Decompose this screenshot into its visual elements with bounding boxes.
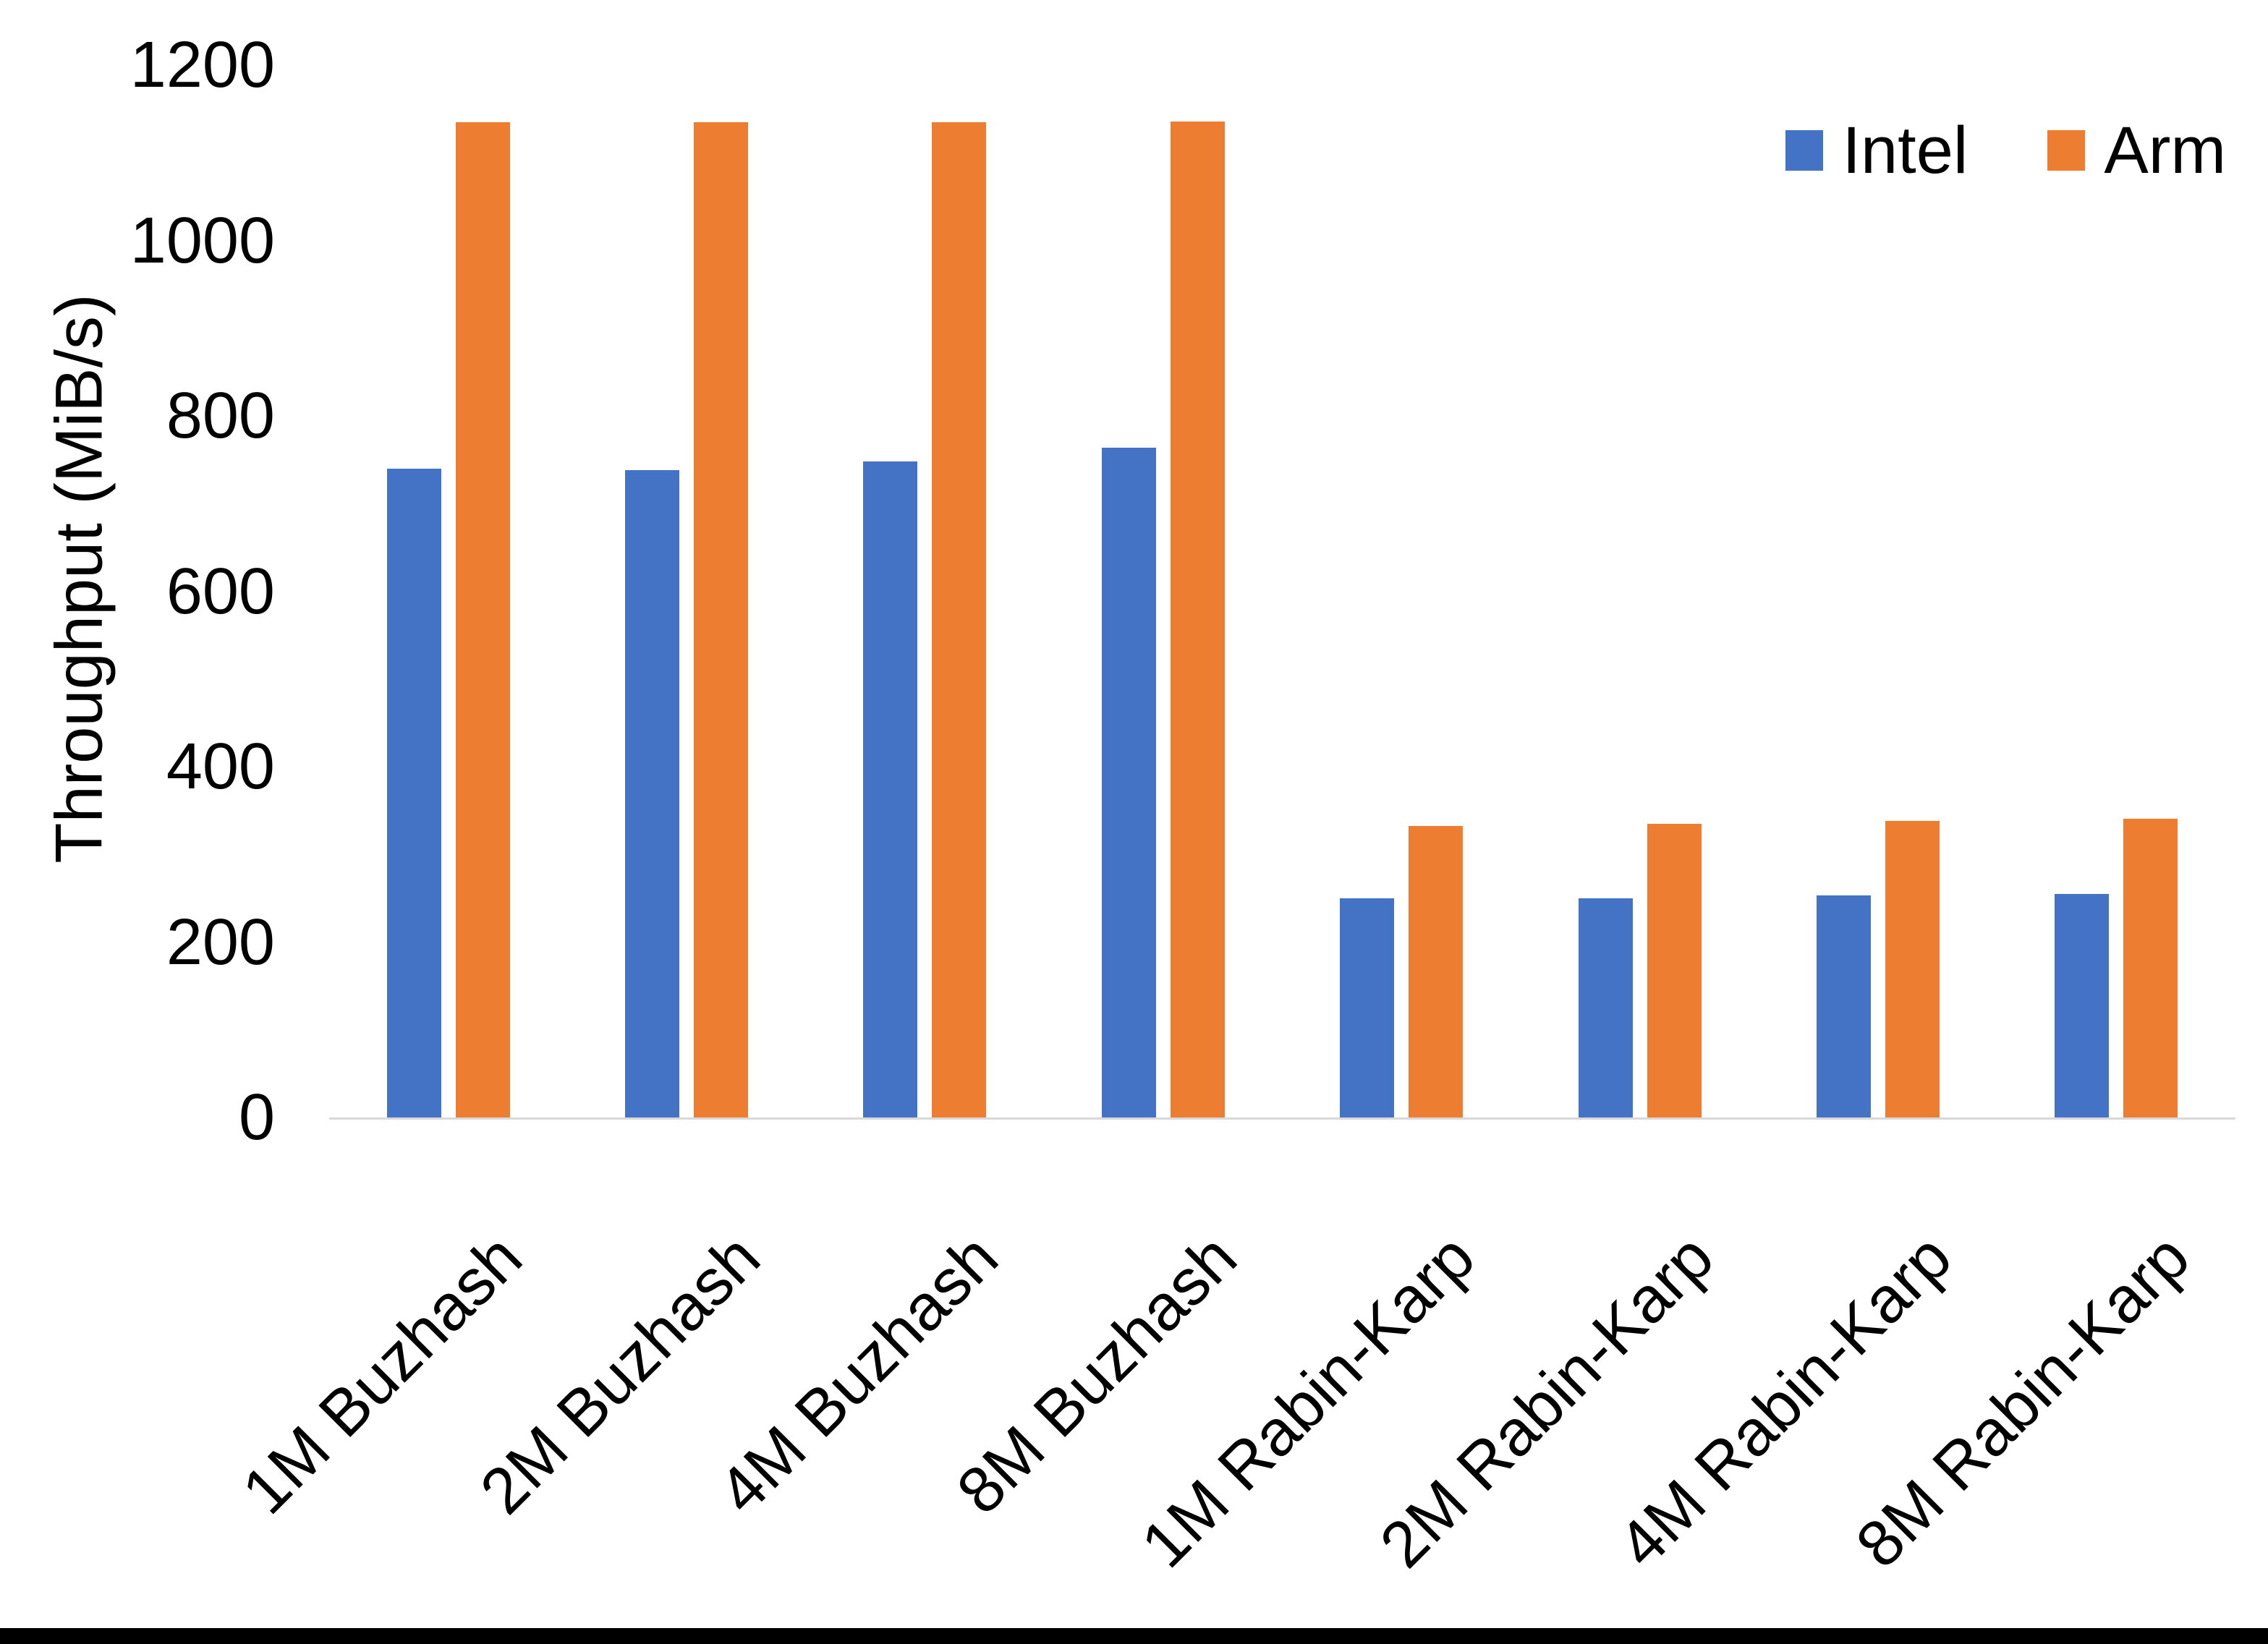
bar-arm-4m-buzhash	[932, 122, 987, 1117]
legend-label-intel: Intel	[1842, 114, 1968, 187]
legend: Intel Arm	[1785, 117, 2226, 184]
legend-swatch-intel	[1785, 130, 1824, 171]
bar-intel-1m-rabin-karp	[1340, 898, 1395, 1117]
y-tick-label: 400	[166, 731, 275, 803]
y-tick-label: 600	[166, 555, 275, 628]
bar-intel-4m-rabin-karp	[1816, 895, 1871, 1117]
bar-intel-4m-buzhash	[863, 461, 918, 1117]
x-axis-line	[329, 1117, 2235, 1120]
legend-swatch-arm	[2047, 130, 2086, 171]
bar-arm-1m-buzhash	[455, 122, 510, 1117]
bar-arm-4m-rabin-karp	[1885, 821, 1940, 1117]
y-tick-label: 1000	[129, 204, 275, 277]
bar-arm-2m-rabin-karp	[1647, 823, 1702, 1117]
bar-intel-8m-buzhash	[1101, 447, 1156, 1117]
y-tick-label: 1200	[129, 29, 275, 101]
bottom-border-bar	[0, 1628, 2268, 1644]
legend-item-intel: Intel	[1785, 117, 1968, 184]
bar-arm-2m-buzhash	[694, 122, 749, 1117]
bar-arm-8m-buzhash	[1170, 121, 1225, 1117]
bar-intel-1m-buzhash	[386, 468, 441, 1117]
bar-arm-8m-rabin-karp	[2123, 818, 2178, 1117]
y-tick-label: 200	[166, 906, 275, 979]
legend-item-arm: Arm	[2047, 117, 2226, 184]
legend-label-arm: Arm	[2104, 114, 2226, 187]
y-tick-label: 0	[238, 1081, 275, 1154]
bar-intel-8m-rabin-karp	[2055, 893, 2110, 1117]
bar-arm-1m-rabin-karp	[1409, 826, 1464, 1117]
bar-intel-2m-rabin-karp	[1578, 898, 1633, 1117]
bar-intel-2m-buzhash	[625, 470, 680, 1117]
y-tick-label: 800	[166, 380, 275, 452]
